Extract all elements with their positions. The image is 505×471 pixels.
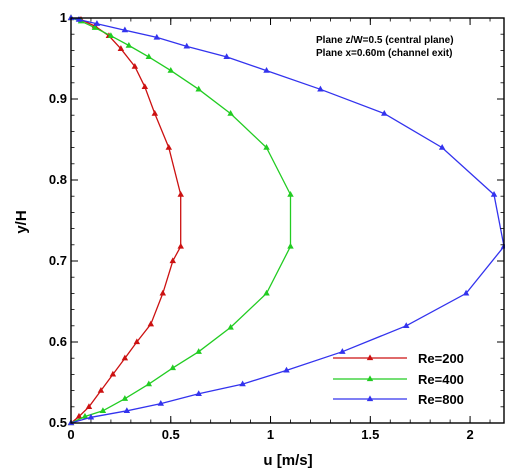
series-0-marker-10	[177, 242, 184, 249]
series-line-0	[70, 17, 182, 424]
series-1-marker-12	[227, 109, 234, 116]
series-2-marker-14	[317, 85, 324, 92]
series-0-marker-11	[177, 190, 184, 197]
annotation-channel-exit: Plane x=0.60m (channel exit)	[316, 48, 452, 59]
series-2-marker-5	[239, 380, 246, 387]
series-2-marker-15	[263, 67, 270, 73]
series-1-marker-8	[263, 289, 270, 296]
series-2-marker-20	[93, 20, 101, 26]
series-1-marker-3	[121, 395, 129, 401]
annotation-central-plane: Plane z/W=0.5 (central plane)	[316, 35, 454, 46]
y-tick-label-2: 0.7	[49, 253, 67, 268]
series-2-marker-2	[123, 407, 131, 414]
series-1-marker-2	[99, 407, 107, 414]
series-0-marker-6	[133, 338, 141, 345]
y-tick-label-3: 0.8	[49, 172, 67, 187]
x-tick-label-2: 1	[267, 427, 274, 442]
series-0-marker-16	[117, 45, 125, 51]
series-2-marker-4	[195, 390, 202, 396]
axes: 0 0.5 1 1.5 20.50.60.70.80.91	[49, 10, 505, 442]
series-1-marker-17	[107, 32, 115, 38]
series-1-marker-13	[195, 85, 202, 92]
series-1-marker-5	[169, 364, 177, 371]
legend-marker-0	[366, 354, 374, 361]
x-tick-label-1: 0.5	[162, 427, 180, 442]
y-tick-label-4: 0.9	[49, 91, 67, 106]
y-tick-label-1: 0.6	[49, 334, 67, 349]
series-1-marker-1	[81, 412, 89, 419]
series-2-marker-19	[121, 26, 129, 33]
x-tick-label-3: 1.5	[361, 427, 379, 442]
series-1-marker-18	[91, 24, 99, 30]
series-1-marker-14	[167, 67, 175, 73]
y-tick-label-5: 1	[60, 10, 67, 25]
series-1-marker-10	[287, 190, 294, 197]
series-2-marker-21	[75, 16, 83, 22]
series-0-marker-14	[141, 83, 149, 90]
y-axis-title: y/H	[13, 210, 30, 233]
series-2-marker-13	[381, 109, 388, 116]
series-2-marker-8	[402, 322, 410, 328]
series-0-marker-13	[151, 109, 159, 116]
legend-marker-2	[366, 395, 374, 402]
series-1-marker-16	[125, 41, 133, 48]
legend: Re=200 Re=400 Re=800	[333, 351, 464, 407]
legend-label-re800: Re=800	[418, 392, 464, 407]
series-2-marker-12	[438, 144, 446, 150]
x-tick-label-4: 2	[466, 427, 473, 442]
series-2-marker-18	[153, 33, 161, 40]
series-0-marker-9	[169, 257, 177, 264]
series-2-marker-3	[157, 399, 165, 406]
series-1-marker-6	[195, 348, 202, 354]
legend-label-re400: Re=400	[418, 372, 464, 387]
series-0-marker-4	[109, 370, 117, 377]
series-1-marker-11	[263, 144, 270, 150]
series-0-marker-15	[131, 63, 139, 69]
annotation-block: Plane z/W=0.5 (central plane) Plane x=0.…	[316, 35, 454, 59]
series-2-marker-7	[339, 348, 346, 354]
series-2-marker-17	[183, 42, 190, 49]
series-1-marker-9	[287, 242, 294, 249]
series-2-marker-16	[223, 53, 230, 60]
series-0-marker-8	[159, 289, 167, 296]
series-2-marker-6	[283, 366, 290, 373]
series-0-marker-7	[147, 320, 155, 327]
series-0-marker-3	[97, 387, 105, 393]
series-2-marker-11	[490, 190, 498, 197]
series-0-marker-1	[75, 412, 83, 419]
series-0-marker-2	[85, 403, 93, 409]
x-axis-title: u [m/s]	[263, 452, 312, 469]
series-0-marker-12	[165, 144, 173, 150]
y-tick-label-0: 0.5	[49, 415, 67, 430]
plot-frame	[70, 17, 505, 424]
x-tick-label-0: 0	[67, 427, 74, 442]
series-1-marker-7	[227, 323, 234, 330]
legend-marker-1	[366, 375, 374, 382]
series-2-marker-22	[67, 14, 75, 21]
series-1-marker-15	[145, 53, 153, 60]
series-1-marker-4	[145, 380, 153, 387]
series-2-marker-9	[462, 289, 470, 296]
series-2-marker-1	[87, 413, 95, 420]
plot-area	[67, 14, 505, 426]
series-0-marker-5	[121, 354, 129, 361]
legend-label-re200: Re=200	[418, 351, 464, 366]
